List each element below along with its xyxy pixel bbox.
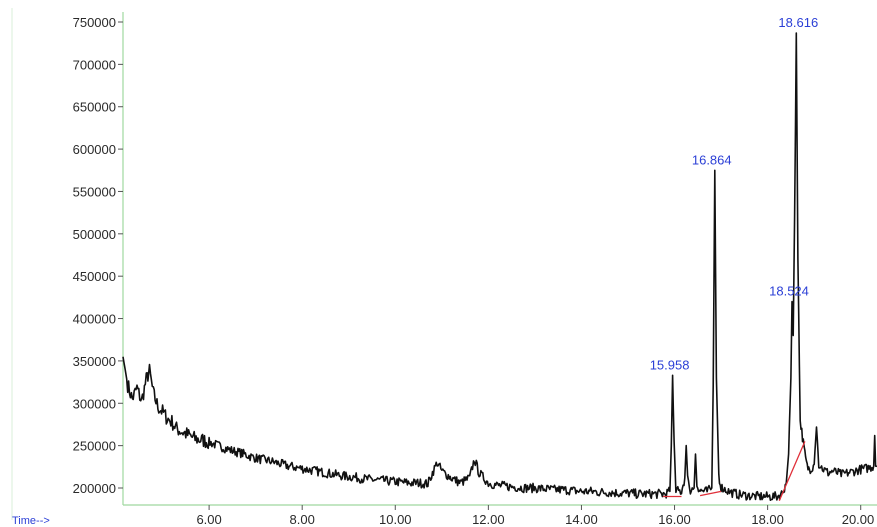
peak-label: 16.864 — [692, 152, 732, 167]
y-tick-label: 300000 — [73, 396, 116, 411]
y-tick-label: 500000 — [73, 227, 116, 242]
chromatogram-trace — [122, 32, 877, 501]
x-tick-label: 16.00 — [658, 512, 691, 527]
integration-baselines — [662, 441, 806, 501]
y-tick-label: 250000 — [73, 439, 116, 454]
peak-label: 18.616 — [778, 15, 818, 30]
y-tick-label: 700000 — [73, 57, 116, 72]
y-tick-label: 600000 — [73, 142, 116, 157]
y-tick-label: 750000 — [73, 15, 116, 30]
y-tick-label: 650000 — [73, 100, 116, 115]
x-tick-label: 20.00 — [842, 512, 875, 527]
trace-line — [122, 32, 877, 501]
y-tick-label: 350000 — [73, 354, 116, 369]
baseline-segment — [778, 441, 806, 501]
y-tick-label: 400000 — [73, 312, 116, 327]
x-tick-label: 10.00 — [379, 512, 412, 527]
x-tick-label: 14.00 — [565, 512, 598, 527]
x-axis-title: Time--> — [12, 515, 50, 527]
peak-labels: 15.958 16.864 18.524 18.616 — [650, 15, 818, 372]
x-axis-ticks: 6.00 8.00 10.00 12.00 14.00 16.00 18.00 20.00 — [196, 505, 874, 527]
y-tick-label: 450000 — [73, 269, 116, 284]
x-tick-label: 6.00 — [196, 512, 221, 527]
y-axis-ticks: 200000 250000 300000 350000 400000 450000 5000… — [73, 15, 123, 496]
y-tick-label: 200000 — [73, 481, 116, 496]
x-tick-label: 18.00 — [751, 512, 784, 527]
x-tick-label: 12.00 — [472, 512, 505, 527]
baseline-segment — [699, 490, 722, 497]
x-tick-label: 8.00 — [290, 512, 315, 527]
peak-label: 18.524 — [769, 284, 809, 299]
peak-label: 15.958 — [650, 357, 690, 372]
y-tick-label: 550000 — [73, 184, 116, 199]
